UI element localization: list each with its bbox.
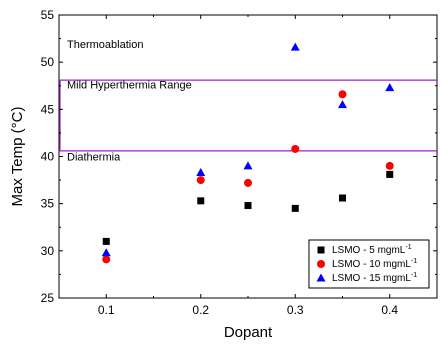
data-point-series-0 <box>291 204 299 212</box>
region-label-2: Diathermia <box>67 151 121 163</box>
x-tick-label: 0.1 <box>98 303 115 317</box>
legend-label-unit-superscript-0: -1 <box>405 244 411 251</box>
data-point-series-0 <box>244 202 252 210</box>
legend-label-text-2: LSMO - 15 mgmL <box>332 273 411 284</box>
data-point-series-1 <box>338 90 347 99</box>
legend-label-2: LSMO - 15 mgmL-1 <box>332 272 417 284</box>
data-point-series-1 <box>196 176 205 185</box>
y-tick-label: 55 <box>41 8 55 22</box>
data-point-series-2 <box>243 161 253 170</box>
legend-box <box>308 239 430 289</box>
y-axis-title: Max Temp (°C) <box>9 107 26 207</box>
data-point-series-2 <box>385 83 395 92</box>
data-point-series-0 <box>386 170 394 178</box>
legend-marker-1 <box>317 260 325 268</box>
y-tick-label: 40 <box>41 150 55 164</box>
data-point-series-1 <box>385 161 394 170</box>
legend-label-1: LSMO - 10 mgmL-1 <box>332 258 417 270</box>
data-point-series-2 <box>101 248 111 257</box>
data-point-series-2 <box>196 168 206 177</box>
legend-label-unit-superscript-1: -1 <box>411 258 417 265</box>
legend-label-text-0: LSMO - 5 mgmL <box>332 245 406 256</box>
legend-marker-2 <box>316 273 326 282</box>
x-tick-label: 0.3 <box>287 303 304 317</box>
x-tick-label: 0.2 <box>192 303 209 317</box>
legend-label-unit-superscript-2: -1 <box>411 272 417 279</box>
y-tick-label: 35 <box>41 197 55 211</box>
data-point-series-0 <box>339 194 346 202</box>
y-tick-label: 50 <box>41 55 55 69</box>
data-point-series-0 <box>102 237 110 245</box>
data-point-series-2 <box>338 100 347 109</box>
data-point-series-2 <box>290 42 300 51</box>
region-label-0: Thermoablation <box>67 39 143 51</box>
legend-label-0: LSMO - 5 mgmL-1 <box>332 244 412 256</box>
data-point-series-0 <box>197 197 205 205</box>
y-tick-label: 30 <box>41 244 55 258</box>
y-tick-label: 25 <box>41 291 55 305</box>
legend-label-text-1: LSMO - 10 mgmL <box>332 259 411 270</box>
x-axis-title: Dopant <box>224 324 273 341</box>
x-tick-label: 0.4 <box>381 303 398 317</box>
data-point-series-1 <box>291 144 300 153</box>
data-point-series-1 <box>102 255 111 264</box>
data-point-series-1 <box>244 178 252 187</box>
y-tick-label: 45 <box>41 102 55 116</box>
legend-marker-0 <box>317 246 325 254</box>
region-label-1: Mild Hyperthermia Range <box>67 80 192 92</box>
